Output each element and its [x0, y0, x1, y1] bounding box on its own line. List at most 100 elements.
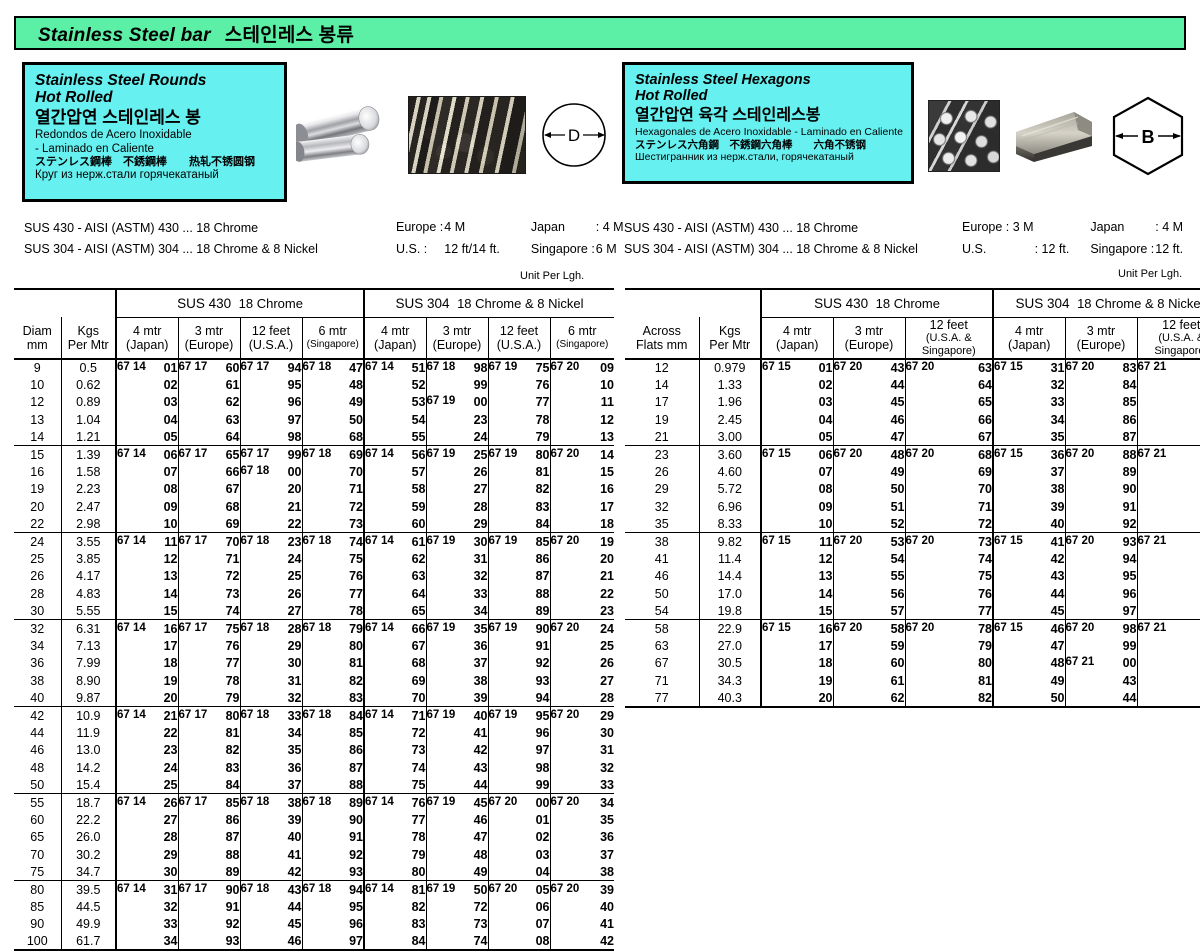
cell-code: 97 [301, 932, 364, 951]
cell-code: 26 [549, 654, 615, 673]
cell-code: 67 14 06 [115, 445, 178, 464]
cell-code: 98 [239, 428, 302, 447]
cell-code: 67 14 66 [363, 619, 426, 638]
cell-code: 67 19 50 [425, 880, 488, 899]
cell-weight: 2.45 [698, 411, 761, 429]
cell-code: 03 [487, 845, 550, 864]
table-group-header-row: SUS 430 18 Chrome SUS 304 18 Chrome & 8 N… [14, 288, 615, 318]
cell-code: 41 [239, 845, 302, 864]
cell-code: 60 [832, 654, 905, 673]
cell-code: 67 [904, 428, 993, 447]
cell-weight: 40.3 [698, 689, 761, 708]
cell-code: 32 [992, 376, 1065, 394]
cell-code: 32 [549, 758, 615, 777]
cell-weight: 3.60 [698, 445, 761, 464]
cell-code: 50 [992, 689, 1065, 708]
cell-code: 67 20 24 [549, 619, 615, 638]
cell-code: 81 [177, 724, 240, 742]
cell-code: 64 [904, 376, 993, 394]
cell-code: 67 17 60 [177, 359, 240, 377]
column-header-1: Kgs Per Mtr [698, 317, 761, 360]
table-row: 26 4.60074969378951 [625, 463, 1200, 481]
cell-code: 30 [239, 654, 302, 673]
hex-grade-specs: SUS 430 - AISI (ASTM) 430 ... 18 Chrome … [624, 218, 918, 260]
cell-weight: 39.5 [60, 880, 116, 899]
cell-code: 87 [301, 758, 364, 777]
table-row: 15 1.39 67 14 06 67 17 65 67 17 99 67 18 69 67 14 5… [14, 445, 615, 464]
cell-code: 46 [239, 932, 302, 951]
cell-size: 12 [30, 395, 45, 410]
cell-code: 89 [1064, 463, 1137, 481]
rounds-length-japan-value: : 4 M [595, 220, 624, 234]
hex-unit-note: Unit Per Lgh. [1118, 268, 1183, 280]
cell-code: 72 [904, 515, 993, 534]
cell-code: 67 20 98 [1064, 619, 1137, 638]
cell-code: 95 [239, 376, 302, 394]
cell-weight: 0.5 [60, 359, 116, 377]
cell-code: 70 [363, 689, 426, 708]
cell-code: 47 [992, 637, 1065, 655]
cell-code: 67 20 19 [549, 532, 615, 551]
cell-code: 79 [487, 428, 550, 447]
cell-code: 61 [1136, 637, 1200, 655]
rounds-size-table: SUS 430 18 Chrome SUS 304 18 Chrome & 8 N… [14, 288, 615, 951]
cell-size: 10 [30, 378, 45, 393]
cell-code: 75 [301, 550, 364, 568]
cell-code: 66 [904, 411, 993, 429]
cell-code: 46 [1136, 376, 1200, 394]
cell-weight: 7.99 [60, 654, 116, 673]
table-row: 50 17.0145676449658 [625, 585, 1200, 603]
cell-code: 20 [760, 689, 833, 708]
table-row: 46 13.0 23 82 35 86 73 42 97 31 [14, 741, 615, 759]
cell-code: 97 [487, 741, 550, 759]
cell-weight: 13.0 [60, 741, 116, 759]
cell-code: 57 [1136, 567, 1200, 586]
cell-code: 64 [1136, 689, 1200, 708]
cell-code: 08 [487, 932, 550, 951]
cell-code: 13 [760, 567, 833, 586]
cell-code: 61 [177, 376, 240, 394]
cell-code: 67 20 93 [1064, 532, 1137, 551]
table-row: 80 39.5 67 14 31 67 17 90 67 18 43 67 18 94 67 14 8… [14, 880, 615, 899]
cell-code: 18 [760, 654, 833, 673]
cell-code: 53 [363, 393, 426, 412]
cell-size: 77 [625, 689, 699, 708]
cell-size: 55 [30, 795, 45, 810]
cell-code: 39 [992, 498, 1065, 516]
cell-code: 52 [832, 515, 905, 534]
cell-size: 15 [30, 447, 45, 462]
rounds-unit-note: Unit Per Lgh. [520, 270, 585, 282]
cell-size: 46 [654, 569, 669, 584]
cell-code: 82 [301, 672, 364, 690]
cell-size: 35 [625, 515, 699, 534]
group-header-sus430: SUS 430 18 Chrome [115, 288, 364, 318]
cell-code: 30 [549, 724, 615, 742]
cell-code: 67 20 53 [832, 532, 905, 551]
cell-code: 12 [115, 550, 178, 568]
cell-code: 67 19 85 [487, 532, 550, 551]
table-row: 42 10.9 67 14 21 67 17 80 67 18 33 67 18 84 67 14 7… [14, 706, 615, 725]
cell-size: 42 [30, 708, 45, 723]
cell-code: 67 20 68 [904, 445, 993, 464]
cell-code: 47 [1136, 393, 1200, 412]
cell-code: 71 [904, 498, 993, 516]
cell-weight: 9.82 [698, 532, 761, 551]
hexagon-across-flats-diagram: B [1106, 92, 1190, 180]
table-column-header-row: Diam mm Kgs Per Mtr 4 mtr (Japan) 3 mtr (Europe… [14, 317, 615, 360]
rounds-length-europe-value: 4 M [444, 220, 466, 234]
cell-size: 32 [654, 499, 669, 514]
cell-code: 12 [760, 550, 833, 568]
cell-code: 67 14 71 [363, 706, 426, 725]
cell-code: 70 [301, 463, 364, 481]
cell-code: 94 [487, 689, 550, 708]
cell-code: 67 [363, 637, 426, 655]
table-row: 29 5.72085070389052 [625, 480, 1200, 499]
hex-standard-lengths: Europe : 3 M Japan : 4 M U.S. : 12 ft. S… [962, 216, 1186, 260]
cell-code: 90 [301, 811, 364, 829]
cell-code: 26 [239, 585, 302, 603]
cell-code: 66 [177, 463, 240, 481]
cell-code: 21 [549, 567, 615, 586]
column-header-7: 3 mtr (Europe) [425, 317, 488, 360]
cell-code: 76 [487, 376, 550, 394]
cell-weight: 30.5 [698, 654, 761, 673]
